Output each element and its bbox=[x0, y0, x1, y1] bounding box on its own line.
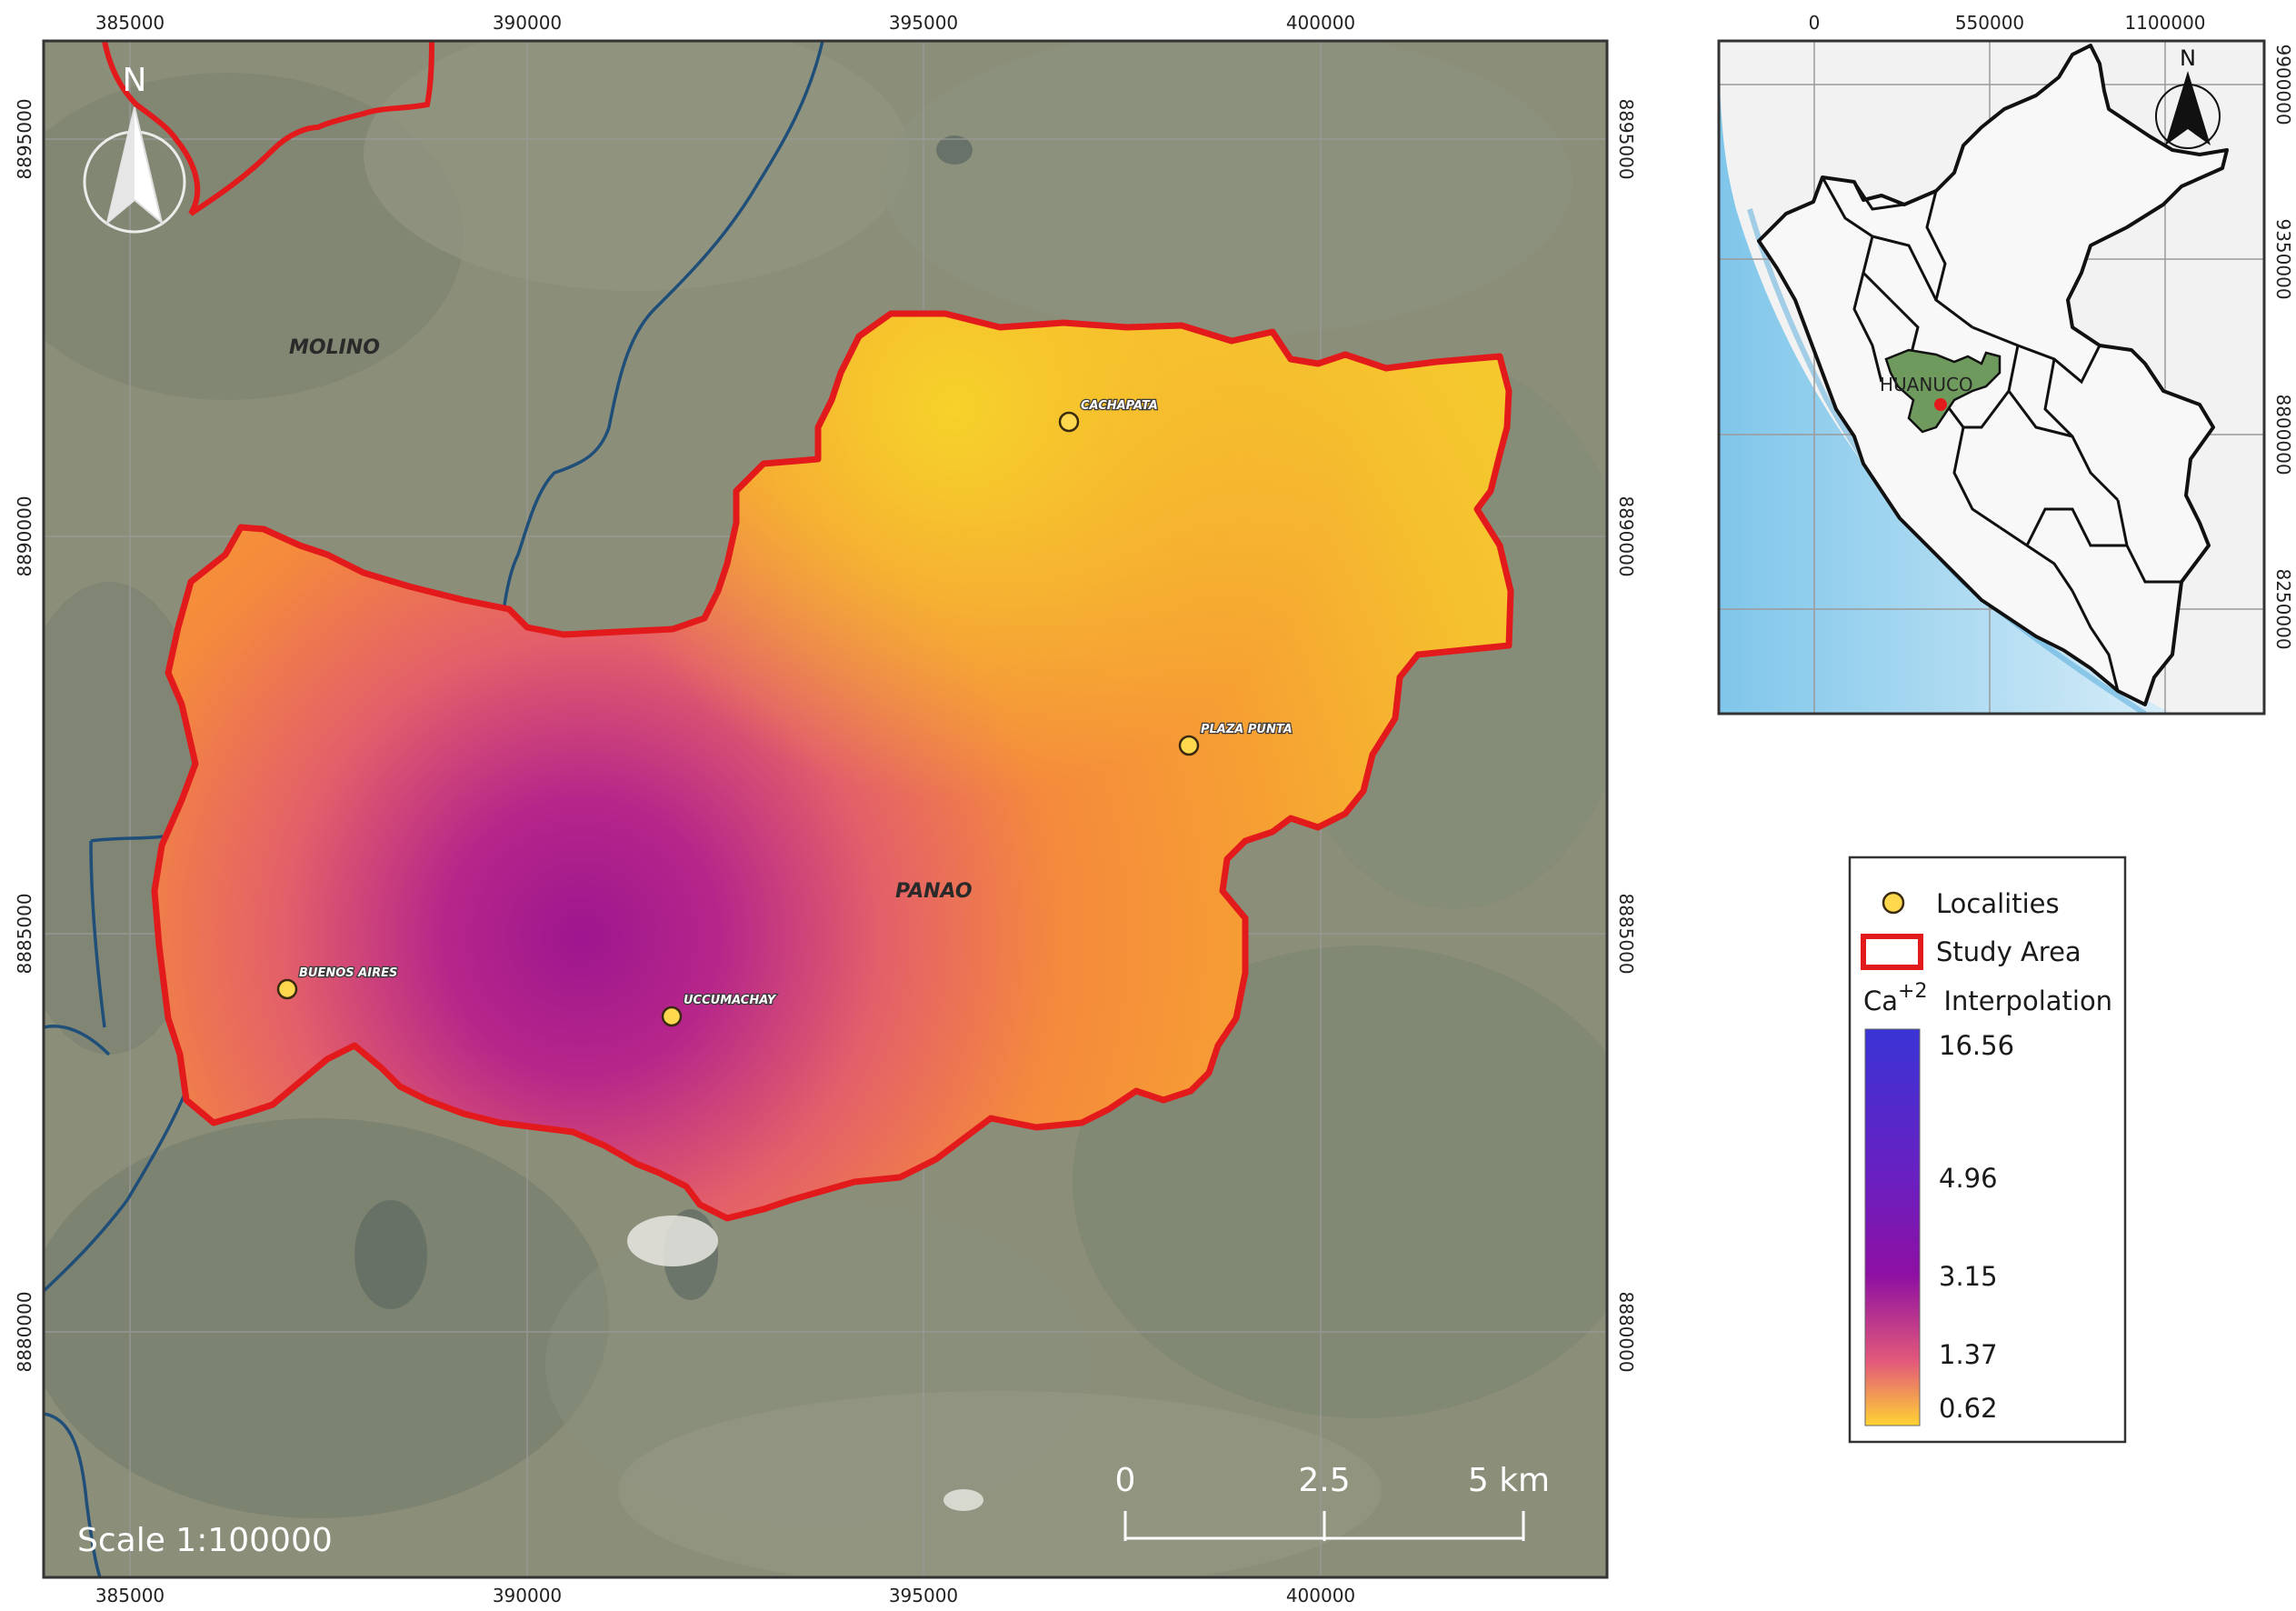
legend: Localities Study Area Ca+2 Interpolation … bbox=[1848, 856, 2127, 1444]
svg-text:9350000: 9350000 bbox=[2272, 218, 2294, 299]
svg-text:8895000: 8895000 bbox=[1615, 98, 1637, 179]
svg-text:8885000: 8885000 bbox=[14, 893, 35, 974]
scale-label-0: 0 bbox=[1115, 1462, 1136, 1499]
legend-interp-label: Interpolation bbox=[1943, 986, 2112, 1016]
study-area-outline[interactable] bbox=[151, 310, 1514, 1222]
inset-y-ticks: 9900000 9350000 8800000 8250000 bbox=[2272, 44, 2294, 649]
svg-text:8250000: 8250000 bbox=[2272, 568, 2294, 649]
north-label: N bbox=[2180, 45, 2196, 71]
inset-map-frame bbox=[1717, 39, 2266, 715]
scale-label-5km: 5 km bbox=[1468, 1462, 1550, 1499]
svg-text:8890000: 8890000 bbox=[1615, 495, 1637, 576]
legend-ramp-value: 4.96 bbox=[1939, 1163, 1998, 1194]
svg-text:395000: 395000 bbox=[889, 12, 958, 34]
main-map-frame bbox=[42, 39, 1609, 1579]
locality-label: CACHAPATA bbox=[1081, 399, 1158, 413]
study-area-location-marker bbox=[1934, 398, 1947, 411]
locality-marker[interactable] bbox=[276, 978, 298, 1000]
locality-marker[interactable] bbox=[1178, 735, 1200, 756]
svg-text:385000: 385000 bbox=[95, 1585, 165, 1606]
locality-buenos-aires[interactable]: BUENOS AIRES bbox=[276, 966, 399, 1000]
cachapata-yellow-zone bbox=[155, 314, 1511, 1218]
district-boundary bbox=[102, 41, 434, 216]
legend-color-ramp bbox=[1864, 1028, 1921, 1426]
svg-text:9900000: 9900000 bbox=[2272, 44, 2294, 125]
main-map[interactable]: MOLINO PANAO CACHAPATA PLAZA PUNTA BUENO… bbox=[0, 18, 1654, 1591]
inset-sea bbox=[1719, 41, 2172, 714]
svg-text:8890000: 8890000 bbox=[14, 495, 35, 576]
svg-text:550000: 550000 bbox=[1955, 12, 2024, 34]
svg-text:8895000: 8895000 bbox=[14, 98, 35, 179]
map-scale-text: Scale 1:100000 bbox=[77, 1522, 333, 1559]
main-x-ticks-bottom: 385000 390000 395000 400000 bbox=[95, 1585, 1355, 1606]
north-label: N bbox=[123, 62, 147, 99]
inset-region-label: HUANUCO bbox=[1880, 374, 1973, 395]
legend-ramp-value: 1.37 bbox=[1939, 1339, 1998, 1370]
locality-marker[interactable] bbox=[1058, 411, 1080, 433]
locality-label: PLAZA PUNTA bbox=[1201, 723, 1293, 736]
legend-ramp-value: 0.62 bbox=[1939, 1393, 1998, 1424]
locality-label: UCCUMACHAY bbox=[684, 994, 777, 1007]
north-arrow-icon bbox=[2165, 71, 2211, 145]
legend-interpolation-title: Ca+2 Interpolation bbox=[1863, 980, 2112, 1016]
legend-study-area-label: Study Area bbox=[1936, 936, 2081, 967]
svg-text:8880000: 8880000 bbox=[14, 1291, 35, 1372]
inset-x-ticks: 0 550000 1100000 bbox=[1809, 12, 2206, 34]
svg-text:0: 0 bbox=[1809, 12, 1821, 34]
legend-localities: Localities bbox=[1882, 888, 2060, 919]
scale-label-2-5: 2.5 bbox=[1298, 1462, 1350, 1499]
place-label-panao: PANAO bbox=[895, 880, 973, 903]
svg-text:385000: 385000 bbox=[95, 12, 165, 34]
svg-text:400000: 400000 bbox=[1286, 12, 1355, 34]
locality-label: BUENOS AIRES bbox=[299, 966, 397, 980]
legend-interp-sup: +2 bbox=[1898, 980, 1927, 1003]
huanuco-region[interactable] bbox=[1884, 348, 2002, 434]
main-x-ticks-top: 385000 390000 395000 400000 bbox=[95, 12, 1355, 34]
svg-text:8880000: 8880000 bbox=[1615, 1291, 1637, 1372]
study-area-symbol-icon bbox=[1861, 934, 1923, 970]
legend-study-area: Study Area bbox=[1861, 934, 2081, 970]
study-area[interactable] bbox=[151, 310, 1514, 1222]
rivers bbox=[44, 41, 824, 1577]
place-label-molino: MOLINO bbox=[289, 336, 380, 359]
svg-text:395000: 395000 bbox=[889, 1585, 958, 1606]
svg-text:390000: 390000 bbox=[493, 1585, 562, 1606]
inset-map[interactable]: HUANUCO N bbox=[1717, 39, 2266, 715]
locality-symbol-icon bbox=[1882, 891, 1905, 915]
main-y-ticks-left: 8895000 8890000 8885000 8880000 bbox=[14, 98, 35, 1372]
main-y-ticks-right: 8895000 8890000 8885000 8880000 bbox=[1615, 98, 1637, 1372]
svg-text:8885000: 8885000 bbox=[1615, 893, 1637, 974]
north-arrow-inset: N bbox=[2155, 45, 2221, 149]
locality-uccumachay[interactable]: UCCUMACHAY bbox=[661, 993, 778, 1027]
locality-marker[interactable] bbox=[661, 1006, 683, 1027]
north-arrow-main: N bbox=[83, 62, 186, 234]
svg-text:1100000: 1100000 bbox=[2124, 12, 2205, 34]
svg-text:8800000: 8800000 bbox=[2272, 394, 2294, 475]
legend-ramp-value: 3.15 bbox=[1939, 1261, 1998, 1292]
legend-interp-base: Ca bbox=[1863, 986, 1898, 1016]
legend-ramp-value: 16.56 bbox=[1939, 1030, 2014, 1061]
legend-localities-label: Localities bbox=[1936, 888, 2060, 919]
svg-text:390000: 390000 bbox=[493, 12, 562, 34]
scale-bar: 0 2.5 5 km bbox=[1115, 1462, 1550, 1541]
locality-plaza-punta[interactable]: PLAZA PUNTA bbox=[1178, 722, 1293, 756]
svg-text:400000: 400000 bbox=[1286, 1585, 1355, 1606]
locality-cachapata[interactable]: CACHAPATA bbox=[1058, 398, 1159, 433]
